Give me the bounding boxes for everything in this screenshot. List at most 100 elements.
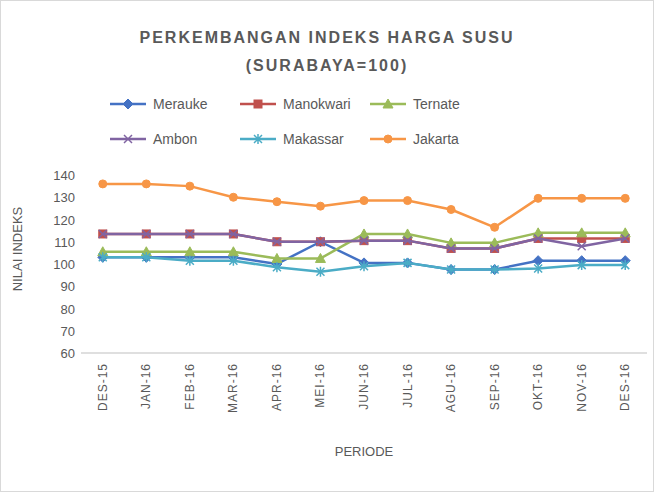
y-tick	[78, 308, 81, 309]
legend-marker	[123, 99, 133, 109]
x-tick-label: SEP-16	[488, 363, 502, 410]
data-point	[578, 260, 586, 270]
x-tick-label: OKT-16	[531, 363, 545, 410]
data-point	[621, 234, 629, 242]
y-tick	[78, 286, 81, 287]
y-tick-label: 120	[53, 213, 75, 228]
x-tick-label: APR-16	[270, 363, 284, 411]
x-tick-label: NOV-16	[575, 363, 589, 412]
frame	[1, 1, 654, 492]
data-point	[99, 180, 107, 188]
data-point	[229, 193, 237, 201]
series	[98, 237, 630, 275]
legend-item: Manokwari	[240, 96, 351, 112]
legend-item: Makassar	[240, 131, 344, 147]
x-axis	[81, 353, 647, 354]
series	[99, 180, 629, 231]
data-point	[491, 223, 499, 231]
series-line	[103, 234, 625, 248]
y-tick-label: 140	[53, 168, 75, 183]
legend-marker	[254, 100, 262, 108]
data-point	[228, 247, 238, 256]
legend-label: Ternate	[413, 96, 460, 112]
legend-marker	[384, 135, 392, 143]
legend-item: Ambon	[110, 131, 197, 147]
data-point	[534, 194, 542, 202]
data-point	[316, 202, 324, 210]
data-point	[229, 256, 237, 266]
title: PERKEMBANGAN INDEKS HARGA SUSU	[140, 29, 515, 46]
x-tick-label: JUN-16	[357, 363, 371, 410]
data-point	[273, 262, 281, 272]
data-point	[142, 180, 150, 188]
x-tick-label: DES-15	[96, 363, 110, 411]
y-tick	[78, 241, 81, 242]
data-point	[186, 256, 194, 266]
data-point	[578, 194, 586, 202]
data-point	[360, 197, 368, 205]
x-tick-label: MEI-16	[313, 363, 327, 408]
data-point	[404, 197, 412, 205]
legend-item: Merauke	[110, 96, 208, 112]
data-point	[316, 267, 324, 277]
y-tick-label: 90	[61, 279, 75, 294]
legend-label: Makassar	[283, 131, 344, 147]
data-point	[316, 238, 324, 246]
data-point	[273, 238, 281, 246]
legend-label: Ambon	[153, 131, 197, 147]
data-point	[578, 242, 586, 250]
y-tick	[78, 264, 81, 265]
data-point	[272, 253, 282, 262]
y-tick	[78, 175, 81, 176]
data-point	[360, 261, 368, 271]
data-point	[447, 265, 455, 275]
y-tick-label: 60	[61, 346, 75, 361]
data-point	[99, 252, 107, 262]
x-tick-label: MAR-16	[226, 363, 240, 413]
x-tick-label: DES-16	[618, 363, 632, 411]
y-tick-label: 80	[61, 302, 75, 317]
data-point	[186, 182, 194, 190]
data-point	[621, 260, 629, 270]
legend-marker	[383, 99, 393, 108]
data-point	[404, 258, 412, 268]
data-point	[534, 234, 542, 242]
data-point	[186, 230, 194, 238]
y-axis-title: NILAI INDEKS	[10, 206, 25, 291]
y-tick	[78, 330, 81, 331]
y-tick-label: 100	[53, 257, 75, 272]
legend-label: Manokwari	[283, 96, 351, 112]
series-line	[103, 184, 625, 227]
data-point	[273, 198, 281, 206]
legend-marker	[124, 135, 132, 143]
data-point	[360, 237, 368, 245]
data-point	[534, 263, 542, 273]
data-point	[404, 237, 412, 245]
data-point	[621, 194, 629, 202]
subtitle: (SURABAYA=100)	[246, 57, 408, 74]
x-axis-title: PERIODE	[335, 444, 394, 459]
plot-area	[98, 180, 630, 277]
data-point	[491, 244, 499, 252]
x-tick-label: JAN-16	[139, 363, 153, 409]
data-point	[142, 230, 150, 238]
data-point	[315, 253, 325, 262]
data-point	[229, 230, 237, 238]
data-point	[491, 265, 499, 275]
series	[99, 252, 629, 276]
legend-item: Jakarta	[370, 131, 459, 147]
y-tick-label: 130	[53, 190, 75, 205]
x-tick-label: AGU-16	[444, 363, 458, 412]
legend-label: Jakarta	[413, 131, 459, 147]
data-point	[577, 228, 587, 237]
data-point	[447, 244, 455, 252]
data-point	[142, 252, 150, 262]
data-point	[447, 205, 455, 213]
series	[99, 230, 629, 252]
y-tick	[78, 353, 81, 354]
y-tick	[78, 219, 81, 220]
y-tick-label: 110	[54, 235, 75, 250]
y-tick-label: 70	[61, 324, 75, 339]
legend-marker	[254, 134, 262, 144]
legend-item: Ternate	[370, 96, 460, 112]
